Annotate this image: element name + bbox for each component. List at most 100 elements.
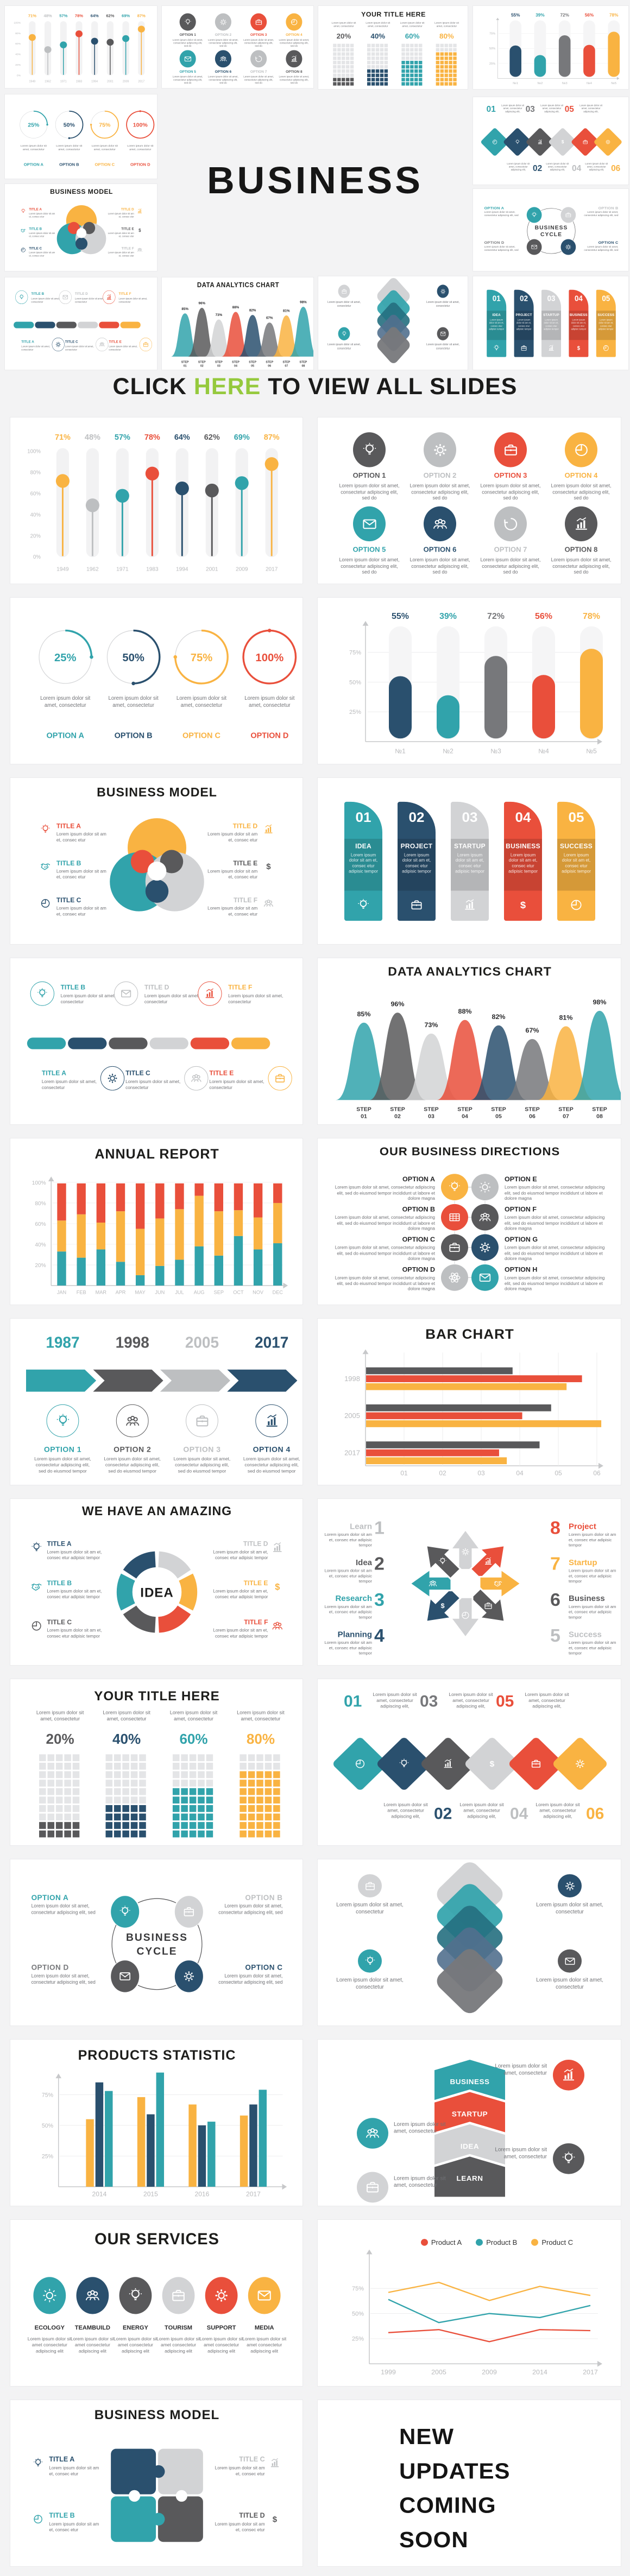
slide-card-titlesArrow[interactable]: TITLE B Lorem ipsum dolor sit amet, conse…: [10, 958, 303, 1125]
slide-card-waffles[interactable]: YOUR TITLE HERE Lorem ipsum dolor sit ame…: [10, 1679, 303, 1846]
lorem-text: Lorem ipsum dolor sit amet, consectetur: [394, 2175, 446, 2188]
envelope-disc: [179, 50, 196, 68]
slide-card-timeline[interactable]: 1987 OPTION 1 Lorem ipsum dolor sit amet, …: [10, 1318, 303, 1485]
lorem-text: Lorem ipsum dolor sit amet, consectetur …: [279, 39, 310, 48]
lorem-text: Lorem ipsum dolor sit am et, consec etur: [49, 2465, 99, 2477]
collage-tile-circles[interactable]: 25% 50% 75% 100% Lorem ipsum dolor sit amet,…: [4, 94, 158, 179]
waffle-cell: [206, 1813, 213, 1821]
waffle-cell: [64, 1763, 71, 1770]
slide-card-chevrons[interactable]: BUSINESS STARTUP IDEA LEARN Lorem ipsum dolo…: [317, 2039, 621, 2206]
collage-tile-banners[interactable]: 01 IDEA Lorem ipsum dolor sit am et, conse…: [472, 276, 629, 370]
banner-number: 05: [568, 809, 584, 825]
svg-label: 25%: [54, 652, 76, 664]
collage-tile-layers[interactable]: Lorem ipsum dolor sit amet, consectetur L…: [318, 276, 468, 370]
lorem-text: Lorem ipsum dolor sit am et, consec etur: [49, 2521, 99, 2533]
slide-card-barsH[interactable]: BAR CHART 01 02 03 04 05 06 1998 2005 2017: [317, 1318, 621, 1485]
slide-card-lines[interactable]: Product A Product B Product C 75% 50% 25% 1999…: [317, 2219, 621, 2387]
waffle-cell: [418, 69, 423, 73]
slide-card-circles[interactable]: 25% 50% 75% 100% Lorem ipsum dolor sit amet,…: [10, 597, 303, 764]
slide-card-diamonds[interactable]: 01 Lorem ipsum dolor sit amet, consectetu…: [317, 1679, 621, 1846]
svg-label: 60%: [30, 491, 41, 497]
banner-label: STARTUP: [543, 313, 559, 317]
lorem-text: Lorem ipsum dolor sit am et, consec etur: [108, 212, 134, 218]
waffle-cell: [449, 52, 452, 56]
lorem-text: Lorem ipsum dolor sit amet, consectetur: [21, 345, 51, 351]
bulb-icon-wrap: [438, 1556, 448, 1566]
scale-holder: OPTION 1 Lorem ipsum dolor sit amet, cons…: [318, 417, 621, 584]
svg-label: 01: [184, 364, 187, 368]
option-label: OPTION B: [245, 1893, 283, 1902]
waffle-cell: [345, 82, 350, 86]
collage-tile-titlesArrow[interactable]: TITLE B Lorem ipsum dolor sit amet, conse…: [4, 277, 158, 370]
chart-icon-wrap: [442, 1758, 454, 1769]
legend-label: Product A: [431, 2238, 462, 2246]
slide-card-analytics[interactable]: DATA ANALYTICS CHART 85% STEP 01 96% STEP 02 73…: [317, 958, 621, 1125]
slide-card-cycle[interactable]: BUSINESS CYCLE OPTION A Lorem ipsum dolor s…: [10, 1859, 303, 2026]
slide-card-roundedBars[interactable]: 75% 50% 25% 55% №1 39% №2 72% №3 56% №4 78% №5: [317, 597, 621, 764]
svg-label: 96%: [198, 301, 205, 305]
collage-tile-roundedBars[interactable]: 75% 50% 25% 55% №1 39% №2 72% №3 56% №4 78% №5: [472, 5, 629, 90]
pie-icon: [355, 1759, 365, 1768]
lorem-text: Lorem ipsum dolor sit amet, consectetur …: [540, 104, 563, 113]
slide-card-venn[interactable]: BUSINESS MODEL TITLE A Lorem ipsum dolor s…: [10, 777, 303, 945]
collage-tile-venn[interactable]: BUSINESS MODEL TITLE A Lorem ipsum dolor s…: [4, 183, 158, 271]
svg-label: 20%: [30, 533, 41, 539]
slide-card-directions[interactable]: OUR BUSINESS DIRECTIONS OPTION A Lorem ips…: [317, 1138, 621, 1305]
option-label: OPTION 8: [564, 545, 598, 554]
option-label: OPTION C: [94, 162, 115, 167]
step-number: 03: [525, 104, 535, 114]
banner-text-post: TO VIEW ALL SLIDES: [261, 374, 518, 400]
slide-card-layers[interactable]: Lorem ipsum dolor sit amet, consectetur L…: [317, 1859, 621, 2026]
slide-card-puzzle[interactable]: BUSINESS MODEL TITLE A Lorem ipsum dolor s…: [10, 2400, 303, 2567]
collage-tile-options8[interactable]: OPTION 1 Lorem ipsum dolor sit amet, cons…: [161, 5, 314, 88]
collage-tile-waffles[interactable]: YOUR TITLE HERE Lorem ipsum dolor sit ame…: [318, 5, 468, 90]
waffle-cell: [406, 48, 410, 52]
svg-label: 75%: [191, 652, 212, 664]
waffle-cell: [72, 1805, 80, 1812]
slide-title: BUSINESS MODEL: [94, 2407, 220, 2422]
slide-card-banners[interactable]: 01 IDEA Lorem ipsum dolor sit am et, conse…: [317, 777, 621, 945]
collage-tile-cycle[interactable]: BUSINESS CYCLE OPTION A Lorem ipsum dolor s…: [472, 188, 629, 271]
briefcase-icon-wrap: [520, 344, 527, 352]
bulb-ring: [46, 1404, 79, 1438]
svg-label: 81%: [559, 1014, 572, 1022]
slide-card-idea[interactable]: WE HAVE AN AMAZING IDEA TITLE A Lorem ipsum…: [10, 1498, 303, 1666]
collage-tile-analytics[interactable]: DATA ANALYTICS CHART 85% STEP 01 96% STEP 02 73…: [161, 277, 314, 370]
waffle-cell: [114, 1754, 121, 1762]
svg-text:$: $: [440, 1603, 444, 1610]
waffle-cell: [414, 43, 418, 48]
svg-label: 40%: [35, 1242, 46, 1248]
collage-tile-diamonds[interactable]: 01 Lorem ipsum dolor sit amet, consectetu…: [472, 97, 629, 185]
slide-card-annual[interactable]: ANNUAL REPORT 100% 80% 60% 40% 20% JAN FEB MAR AP…: [10, 1138, 303, 1305]
collage-tile-lollipop[interactable]: 100% 80% 60% 40% 20% 0% 71% 1949 48% 1962 57% 1971 7…: [4, 5, 158, 88]
slide-card-services[interactable]: OUR SERVICES ECOLOGY Lorem ipsum dolor sit…: [10, 2219, 303, 2387]
bulb-icon-wrap: [33, 2457, 44, 2469]
svg-label: 100%: [255, 652, 284, 664]
waffle-cell: [410, 61, 414, 65]
waffle-cell: [345, 52, 350, 56]
solar-disc: [441, 1204, 468, 1231]
waffle-cell: [380, 56, 384, 60]
waffle-cell: [367, 61, 371, 65]
slide-card-updates[interactable]: NEW UPDATES COMING SOON: [317, 2400, 621, 2567]
option-label: OPTION D: [130, 162, 150, 167]
gear-icon: [606, 140, 610, 144]
lollipop-chart: 100% 80% 60% 40% 20% 0% 71% 1949 48% 1962 57% 1971 7…: [14, 13, 146, 83]
waffle-cell: [345, 43, 350, 48]
waffle-cell: [337, 56, 341, 60]
slide-card-lollipop[interactable]: 100% 80% 60% 40% 20% 0% 71% 1949 48% 1962 57% 1971 7…: [10, 417, 303, 584]
sun-icon: [43, 2289, 56, 2302]
envelope-disc: [437, 327, 449, 340]
slide-card-products[interactable]: PRODUCTS STATISTIC 75% 50% 25% 2014 2015 2016 2…: [10, 2039, 303, 2206]
svg-label: STEP: [457, 1107, 472, 1113]
dollar-icon: $: [577, 345, 581, 351]
bulb-ring: [30, 981, 55, 1006]
view-all-slides-link[interactable]: CLICK HERE TO VIEW ALL SLIDES: [0, 374, 630, 400]
slide-card-pinwheel[interactable]: $ Learn 1 Lorem ipsum dolor sit am et, cons…: [317, 1498, 621, 1666]
waffle-cell: [436, 78, 440, 81]
option-label: OPTION H: [505, 1265, 538, 1274]
arrow-segment: [35, 321, 55, 328]
lorem-text: Lorem ipsum dolor sit amet consectetur a…: [70, 2336, 115, 2354]
slide-card-options8[interactable]: OPTION 1 Lorem ipsum dolor sit amet, cons…: [317, 417, 621, 584]
